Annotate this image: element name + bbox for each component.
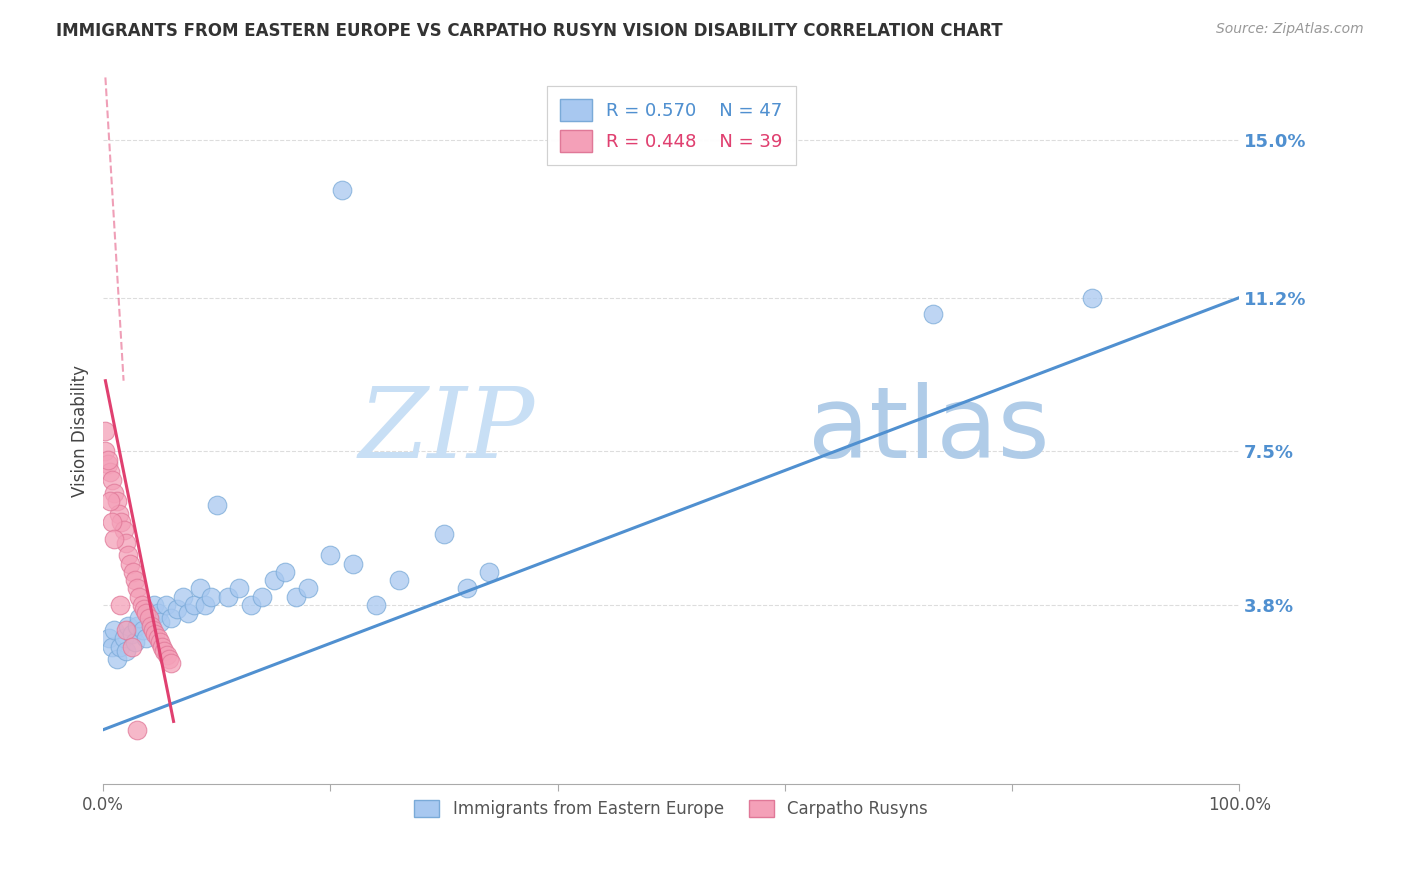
Point xyxy=(103,623,125,637)
Point xyxy=(160,610,183,624)
Point xyxy=(146,632,169,646)
Point xyxy=(105,652,128,666)
Point xyxy=(121,565,143,579)
Point xyxy=(103,532,125,546)
Point xyxy=(94,424,117,438)
Point xyxy=(364,598,387,612)
Point xyxy=(285,590,308,604)
Point xyxy=(127,582,149,596)
Point xyxy=(112,524,135,538)
Point xyxy=(121,640,143,654)
Point xyxy=(103,486,125,500)
Point xyxy=(101,474,124,488)
Point xyxy=(239,598,262,612)
Point xyxy=(194,598,217,612)
Point xyxy=(139,619,162,633)
Point xyxy=(228,582,250,596)
Point xyxy=(263,573,285,587)
Point xyxy=(160,657,183,671)
Point xyxy=(149,635,172,649)
Point xyxy=(108,598,131,612)
Point xyxy=(132,602,155,616)
Point xyxy=(387,573,409,587)
Point xyxy=(108,507,131,521)
Point xyxy=(115,535,138,549)
Point xyxy=(921,307,943,321)
Point xyxy=(98,494,121,508)
Point xyxy=(135,632,157,646)
Point xyxy=(146,607,169,621)
Text: Source: ZipAtlas.com: Source: ZipAtlas.com xyxy=(1216,22,1364,37)
Point xyxy=(156,648,179,662)
Point xyxy=(97,452,120,467)
Point xyxy=(183,598,205,612)
Point xyxy=(131,598,153,612)
Point xyxy=(149,615,172,629)
Point xyxy=(330,183,353,197)
Point xyxy=(132,623,155,637)
Point xyxy=(150,640,173,654)
Point xyxy=(456,582,478,596)
Point xyxy=(121,627,143,641)
Point xyxy=(1080,291,1102,305)
Point xyxy=(205,499,228,513)
Point xyxy=(127,619,149,633)
Point xyxy=(250,590,273,604)
Point xyxy=(139,615,162,629)
Point xyxy=(172,590,194,604)
Point xyxy=(135,607,157,621)
Point xyxy=(217,590,239,604)
Point xyxy=(105,494,128,508)
Legend: Immigrants from Eastern Europe, Carpatho Rusyns: Immigrants from Eastern Europe, Carpatho… xyxy=(408,793,935,825)
Point xyxy=(115,623,138,637)
Point xyxy=(108,640,131,654)
Point xyxy=(115,644,138,658)
Point xyxy=(120,557,142,571)
Point xyxy=(143,598,166,612)
Point xyxy=(188,582,211,596)
Point xyxy=(138,610,160,624)
Point xyxy=(124,573,146,587)
Point xyxy=(297,582,319,596)
Point xyxy=(128,590,150,604)
Point xyxy=(142,623,165,637)
Point xyxy=(200,590,222,604)
Point xyxy=(166,602,188,616)
Point xyxy=(478,565,501,579)
Text: IMMIGRANTS FROM EASTERN EUROPE VS CARPATHO RUSYN VISION DISABILITY CORRELATION C: IMMIGRANTS FROM EASTERN EUROPE VS CARPAT… xyxy=(56,22,1002,40)
Point xyxy=(177,607,200,621)
Point xyxy=(97,457,120,471)
Point xyxy=(138,607,160,621)
Point xyxy=(128,610,150,624)
Point xyxy=(98,465,121,479)
Point xyxy=(319,548,342,562)
Point xyxy=(117,548,139,562)
Point xyxy=(117,619,139,633)
Point xyxy=(101,515,124,529)
Point xyxy=(342,557,364,571)
Point xyxy=(157,652,180,666)
Y-axis label: Vision Disability: Vision Disability xyxy=(72,365,89,497)
Point xyxy=(110,515,132,529)
Text: ZIP: ZIP xyxy=(359,383,534,478)
Text: atlas: atlas xyxy=(807,382,1049,479)
Point xyxy=(153,644,176,658)
Point xyxy=(433,527,456,541)
Point xyxy=(112,632,135,646)
Point xyxy=(94,444,117,458)
Point xyxy=(145,627,167,641)
Point xyxy=(97,632,120,646)
Point xyxy=(155,598,177,612)
Point xyxy=(127,723,149,737)
Point xyxy=(101,640,124,654)
Point xyxy=(274,565,297,579)
Point xyxy=(124,635,146,649)
